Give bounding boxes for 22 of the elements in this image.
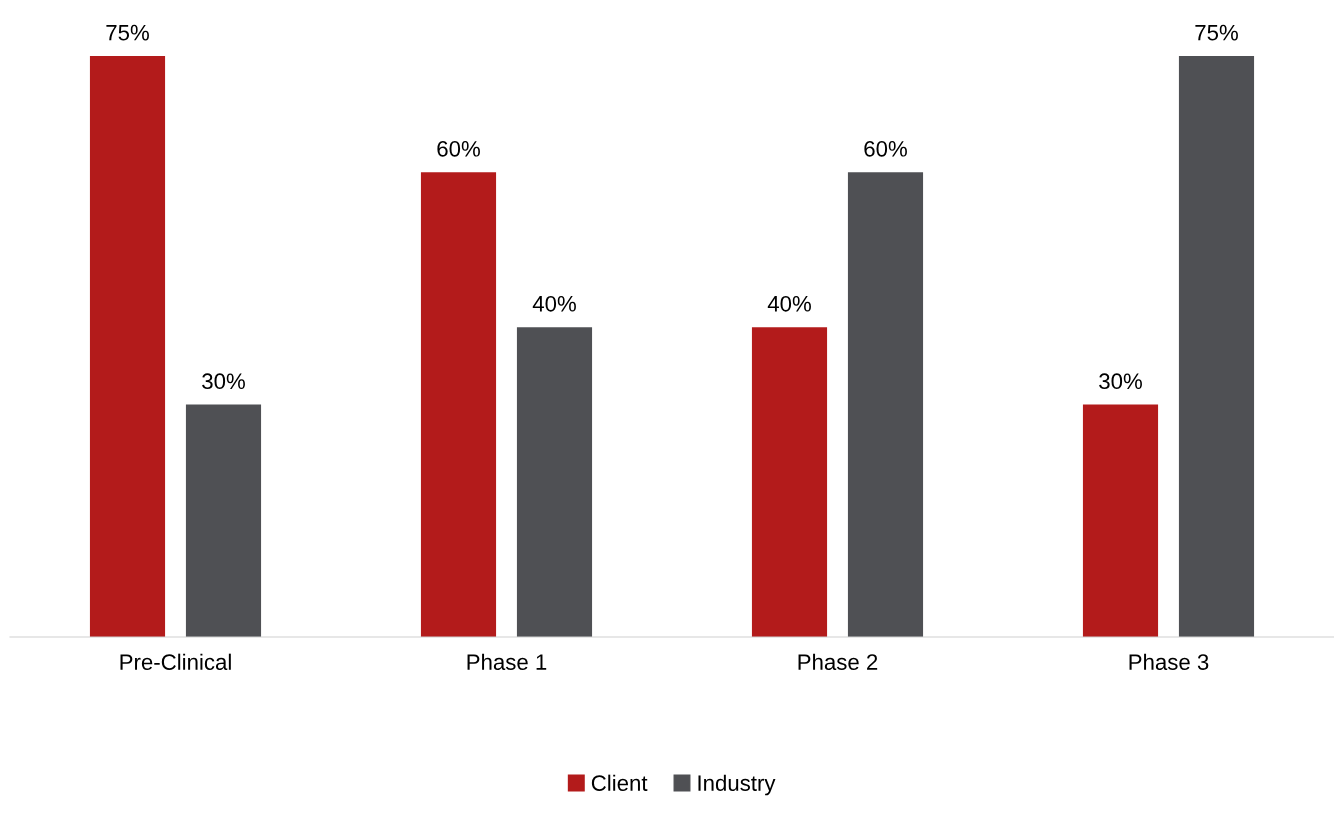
- bar: [420, 172, 497, 637]
- bar: [1082, 404, 1159, 637]
- data-label: 75%: [106, 24, 149, 41]
- x-tick-label: Phase 1: [467, 653, 547, 670]
- data-label: 40%: [767, 295, 811, 312]
- legend-label: Client: [591, 774, 648, 791]
- data-label: 40%: [532, 295, 576, 312]
- bar: [751, 327, 828, 637]
- x-tick-label: Phase 2: [798, 653, 878, 670]
- data-label: 75%: [1195, 24, 1238, 41]
- bar: [516, 327, 593, 637]
- bar: [89, 56, 166, 637]
- legend-label: Industry: [698, 774, 776, 796]
- data-label: 30%: [202, 373, 245, 390]
- bar: [1178, 56, 1255, 637]
- x-tick-label: Phase 3: [1129, 653, 1209, 670]
- bar: [185, 404, 262, 637]
- data-label: 30%: [1099, 373, 1142, 390]
- data-label: 60%: [864, 140, 907, 157]
- x-tick-label: Pre-Clinical: [120, 653, 231, 670]
- bar: [847, 172, 924, 637]
- data-label: 60%: [437, 140, 480, 157]
